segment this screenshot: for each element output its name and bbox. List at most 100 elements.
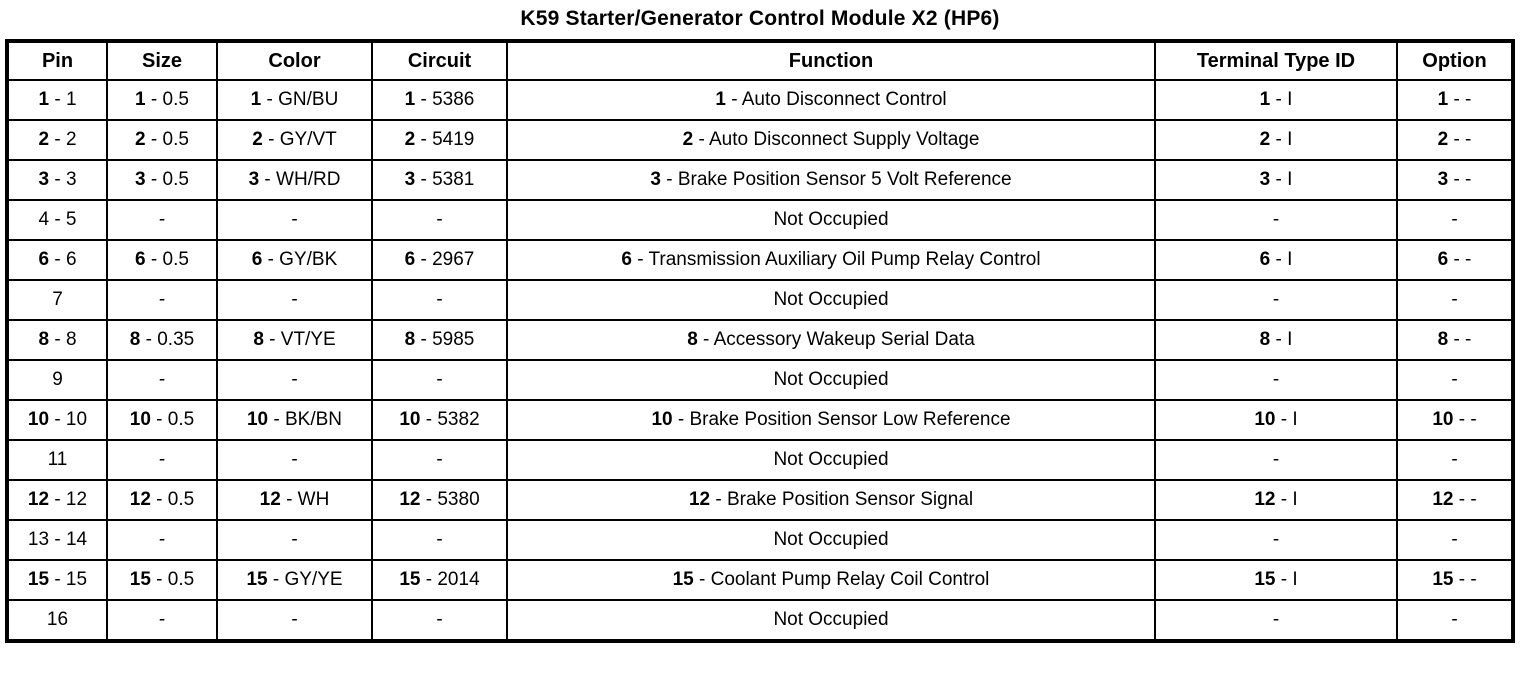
table-cell: 3 - I [1154, 159, 1398, 201]
cell-bold-prefix: 8 [38, 329, 50, 350]
table-row: 4 - 5- - - Not Occupied - - [6, 199, 1514, 241]
cell-bold-prefix: 10 [651, 409, 673, 430]
table-cell: 12 - 5380 [371, 479, 508, 521]
cell-bold-prefix: 12 [27, 489, 50, 510]
table-cell: 6 - Transmission Auxiliary Oil Pump Rela… [506, 239, 1156, 281]
table-cell: 9 [6, 359, 108, 401]
cell-bold-prefix: 12 [1432, 489, 1454, 510]
table-cell: 4 - 5 [6, 199, 108, 241]
table-cell: 15 - - [1396, 559, 1514, 601]
table-cell: - [371, 599, 508, 642]
cell-bold-prefix: 15 [129, 569, 151, 590]
cell-bold-prefix: 10 [129, 409, 151, 430]
table-cell: 12 - I [1154, 479, 1398, 521]
cell-bold-prefix: 3 [650, 169, 661, 190]
cell-bold-prefix: 8 [687, 329, 698, 350]
table-cell: - [371, 359, 508, 401]
table-cell: 10 - BK/BN [216, 399, 373, 441]
cell-bold-prefix: 1 [1437, 89, 1449, 110]
column-header: Circuit [371, 40, 508, 81]
cell-bold-prefix: 15 [246, 569, 268, 590]
table-cell: - [1154, 519, 1398, 561]
table-cell: 6 - 2967 [371, 239, 508, 281]
table-cell: - [1396, 439, 1514, 481]
table-cell: 2 - Auto Disconnect Supply Voltage [506, 119, 1156, 161]
table-cell: 1 - - [1396, 79, 1514, 121]
table-cell: 13 - 14 [6, 519, 108, 561]
table-cell: 15 - 2014 [371, 559, 508, 601]
cell-bold-prefix: 1 [38, 89, 50, 110]
cell-bold-prefix: 10 [1432, 409, 1454, 430]
table-cell: 12 - 12 [6, 479, 108, 521]
table-row: 9- - - Not Occupied - - [6, 359, 1514, 401]
cell-bold-prefix: 3 [1259, 169, 1271, 190]
cell-bold-prefix: 10 [399, 409, 421, 430]
table-cell: - [371, 199, 508, 241]
table-cell: 12 - Brake Position Sensor Signal [506, 479, 1156, 521]
table-cell: - [216, 359, 373, 401]
table-cell: Not Occupied [506, 359, 1156, 401]
cell-bold-prefix: 6 [1259, 249, 1271, 270]
table-cell: - [106, 519, 218, 561]
table-cell: Not Occupied [506, 279, 1156, 321]
table-cell: 6 - 6 [6, 239, 108, 281]
table-cell: 2 - 5419 [371, 119, 508, 161]
table-cell: - [216, 599, 373, 642]
table-cell: - [371, 279, 508, 321]
cell-bold-prefix: 6 [135, 249, 146, 270]
table-cell: - [106, 359, 218, 401]
table-cell: Not Occupied [506, 439, 1156, 481]
cell-bold-prefix: 15 [1432, 569, 1454, 590]
table-row: 13 - 14- - - Not Occupied - - [6, 519, 1514, 561]
table-cell: 15 - 15 [6, 559, 108, 601]
table-cell: 2 - GY/VT [216, 119, 373, 161]
cell-bold-prefix: 2 [404, 129, 416, 150]
cell-bold-prefix: 3 [404, 169, 416, 190]
cell-bold-prefix: 8 [253, 329, 264, 350]
table-cell: 10 - - [1396, 399, 1514, 441]
cell-bold-prefix: 12 [1254, 489, 1276, 510]
table-cell: 11 [6, 439, 108, 481]
table-cell: - [1396, 199, 1514, 241]
table-cell: 16 [6, 599, 108, 642]
table-cell: 8 - 0.35 [106, 319, 218, 361]
table-row: 10 - 10 10 - 0.5 10 - BK/BN 10 - 5382 10 - B… [6, 399, 1514, 441]
table-cell: - [216, 519, 373, 561]
table-cell: 1 - 0.5 [106, 79, 218, 121]
table-cell: - [1396, 279, 1514, 321]
cell-bold-prefix: 3 [1437, 169, 1449, 190]
table-cell: - [1396, 599, 1514, 642]
table-cell: 10 - I [1154, 399, 1398, 441]
table-row: 15 - 15 15 - 0.5 15 - GY/YE 15 - 2014 15 - C… [6, 559, 1514, 601]
cell-bold-prefix: 3 [135, 169, 146, 190]
cell-bold-prefix: 1 [1259, 89, 1271, 110]
cell-bold-prefix: 6 [621, 249, 632, 270]
cell-bold-prefix: 1 [135, 89, 146, 110]
cell-bold-prefix: 12 [129, 489, 151, 510]
cell-bold-prefix: 10 [246, 409, 269, 430]
cell-bold-prefix: 6 [251, 249, 263, 270]
table-cell: - [1154, 439, 1398, 481]
table-cell: 6 - - [1396, 239, 1514, 281]
table-cell: - [106, 439, 218, 481]
cell-bold-prefix: 8 [1437, 329, 1449, 350]
table-cell: 7 [6, 279, 108, 321]
table-cell: 1 - 1 [6, 79, 108, 121]
cell-bold-prefix: 2 [682, 129, 694, 150]
table-cell: - [106, 199, 218, 241]
cell-bold-prefix: 15 [1254, 569, 1276, 590]
cell-bold-prefix: 3 [38, 169, 50, 190]
table-cell: 8 - Accessory Wakeup Serial Data [506, 319, 1156, 361]
table-cell: 3 - Brake Position Sensor 5 Volt Referen… [506, 159, 1156, 201]
cell-bold-prefix: 8 [1259, 329, 1271, 350]
cell-bold-prefix: 12 [399, 489, 421, 510]
cell-bold-prefix: 3 [248, 169, 260, 190]
cell-bold-prefix: 2 [1259, 129, 1271, 150]
pinout-table: Pin Size Color Circuit Function Terminal Type… [5, 39, 1515, 643]
table-cell: - [216, 199, 373, 241]
cell-bold-prefix: 6 [1437, 249, 1449, 270]
